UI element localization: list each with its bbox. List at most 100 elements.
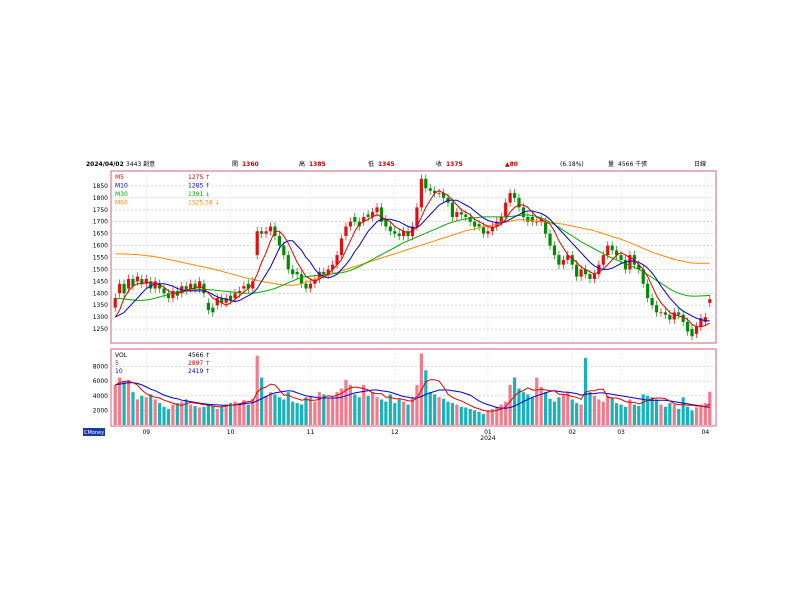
legend-name: M10	[115, 183, 128, 190]
volume-y-axis: 2000 4000 6000 8000	[93, 364, 108, 415]
candle-body	[233, 293, 237, 299]
price-tick-label: 1750	[93, 207, 108, 214]
volume-bar	[477, 411, 481, 425]
volume-bar	[517, 388, 521, 425]
ma60-line	[115, 219, 710, 286]
candle-body	[291, 269, 295, 275]
volume-bar	[637, 406, 641, 425]
volume-bar	[184, 399, 188, 425]
candle-body	[171, 290, 175, 299]
candle-body	[326, 269, 330, 275]
volume-bar	[268, 392, 273, 425]
candle-body	[628, 255, 632, 270]
volume-bar	[473, 410, 477, 425]
volume-bar	[521, 392, 526, 425]
volume-bar	[437, 397, 441, 425]
volume-tick-label: 4000	[93, 393, 108, 400]
volume-bar	[504, 401, 508, 425]
volume-bar	[242, 400, 246, 425]
price-tick-label: 1600	[93, 243, 108, 250]
price-moving-averages	[114, 190, 711, 328]
candle-body	[685, 321, 690, 332]
volume-bar	[592, 395, 597, 425]
ma30-line	[115, 214, 710, 301]
volume-bar	[512, 377, 517, 425]
candle-body	[450, 202, 455, 217]
volume-moving-averages	[114, 379, 711, 412]
candle-body	[606, 245, 610, 256]
volume-bar	[579, 404, 583, 425]
candle-body	[464, 214, 468, 217]
volume-bar	[548, 398, 552, 425]
candle-body	[246, 283, 250, 289]
volume-bar	[135, 399, 140, 425]
candle-body	[268, 226, 273, 232]
legend-value: 2419 ↑	[188, 368, 210, 375]
candle-body	[135, 276, 140, 282]
ma10-line	[114, 199, 710, 322]
candle-body	[690, 329, 694, 337]
header-period: 日線	[694, 160, 706, 168]
vol-ma5-line	[114, 379, 711, 412]
volume-bar	[118, 377, 122, 425]
candle-body	[512, 193, 517, 198]
volume-bar	[583, 357, 588, 425]
volume-bar	[659, 404, 663, 425]
volume-bar	[468, 408, 472, 425]
candle-body	[122, 283, 126, 294]
volume-bar	[623, 406, 628, 425]
volume-bar	[353, 394, 357, 425]
candle-body	[699, 318, 703, 327]
price-tick-label: 1250	[93, 326, 108, 333]
candle-body	[140, 278, 144, 284]
watermark-text: CMoney	[84, 430, 104, 436]
volume-bar	[317, 392, 321, 425]
legend-value: 1275 ↑	[188, 174, 210, 181]
volume-bar	[228, 403, 233, 425]
volume-bar	[450, 403, 455, 425]
volume-bar	[588, 392, 592, 425]
volume-bar	[570, 399, 574, 425]
volume-tick-label: 8000	[93, 364, 108, 371]
volume-bar	[308, 395, 313, 425]
ma5-line	[114, 190, 711, 328]
volume-bar	[495, 406, 499, 425]
volume-bar	[464, 407, 468, 425]
volume-bar	[331, 397, 335, 425]
volume-bar	[402, 401, 406, 425]
volume-bar	[535, 377, 539, 425]
watermark-badge	[83, 428, 105, 436]
candle-body	[535, 221, 539, 223]
volume-bar	[499, 404, 503, 425]
candle-body	[668, 314, 672, 320]
candle-body	[237, 290, 242, 294]
volume-bar	[193, 406, 197, 425]
header-low-label: 低	[368, 160, 374, 168]
candle-body	[282, 245, 286, 256]
candle-body	[481, 226, 486, 234]
volume-bar	[166, 408, 171, 425]
candle-body	[437, 193, 441, 194]
volume-bar	[606, 395, 610, 425]
volume-bar	[694, 407, 699, 425]
volume-legend: VOL 4566 ↑ 5 2897 ↑ 10 2419 ↑	[115, 352, 210, 375]
x-tick-label: 04	[702, 429, 710, 436]
volume-bar	[273, 394, 277, 425]
volume-bar	[610, 397, 614, 425]
volume-bar	[180, 401, 184, 425]
candle-body	[384, 219, 388, 227]
volume-bar	[370, 392, 375, 425]
candle-body	[331, 264, 335, 270]
candle-body	[322, 271, 326, 275]
volume-bar	[601, 401, 605, 425]
volume-bar	[344, 379, 348, 425]
candle-body	[570, 255, 574, 265]
volume-bar	[251, 398, 255, 425]
volume-bar	[530, 397, 534, 425]
legend-value: 1391 ↓	[188, 191, 210, 198]
header-volume-label: 量	[608, 161, 614, 168]
header-change-pct: (6.18%)	[560, 161, 584, 168]
volume-bar	[379, 399, 384, 425]
volume-bar	[628, 399, 632, 425]
header-close-label: 收	[436, 160, 442, 168]
